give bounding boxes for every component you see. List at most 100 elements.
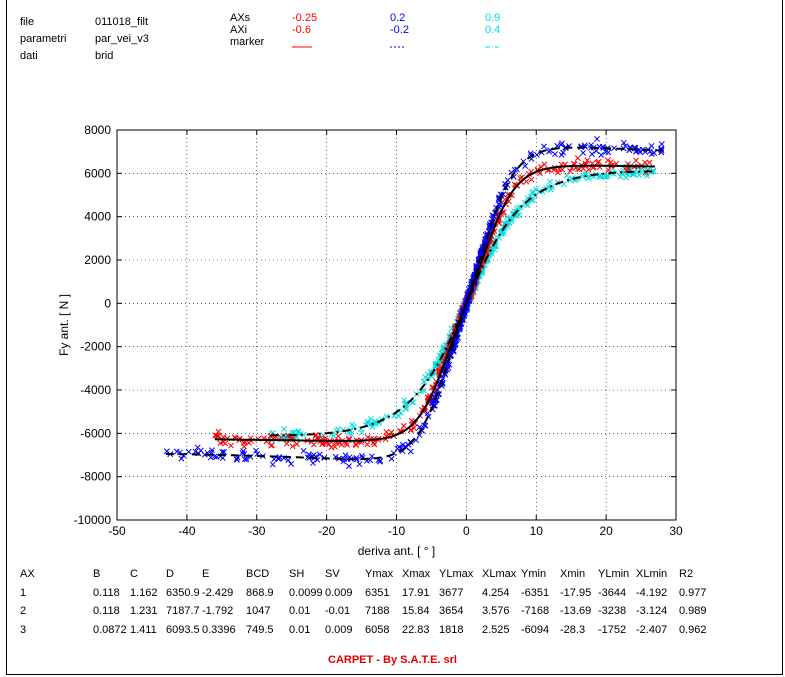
scatter-point [217,440,224,447]
table-cell: -6094 [521,624,550,636]
x-axis-label: deriva ant. [ ° ] [358,544,436,558]
y-tick-label: -8000 [80,470,111,484]
scatter-point [240,439,247,446]
table-header: Ymin [521,568,547,580]
scatter-point [589,151,595,158]
scatter-point [345,463,352,470]
fit-curves [165,146,663,461]
table-cell: 2 [20,605,27,617]
scatter-points [163,136,665,470]
footer-credit: CARPET - By S.A.T.E. srl [328,654,457,666]
table-cell: 3 [20,624,27,636]
scatter-point [364,418,371,425]
table-header: AX [20,568,35,580]
scatter-point [388,429,395,436]
scatter-point [285,457,292,464]
table-header: B [93,568,101,580]
scatter-point [420,378,427,385]
scatter-point [253,447,260,454]
table-cell: 0.118 [93,587,120,599]
table-header: Xmin [560,568,586,580]
scatter-point [604,157,611,164]
y-tick-label: 8000 [84,123,111,137]
table-cell: 1.162 [130,587,158,599]
scatter-point [312,431,319,438]
scatter-point [192,448,199,455]
scatter-point [541,143,547,150]
table-cell: -2.429 [202,587,234,599]
scatter-point [281,425,288,432]
scatter-point [364,434,371,441]
y-tick-label: 6000 [84,166,111,180]
table-cell: 7188 [365,605,390,617]
y-tick-label: 0 [104,296,111,310]
scatter-point [496,201,503,208]
file-label: file [20,16,35,28]
table-cell: 22.83 [402,624,430,636]
scatter-point [344,441,350,448]
table-header: SH [289,568,305,580]
scatter-point [352,441,359,448]
scatter-point [584,157,591,164]
table-cell: 749.5 [246,624,274,636]
scatter-point [533,186,540,193]
scatter-point [438,350,445,357]
table-cell: 1047 [246,605,271,617]
table-cell: 3.576 [482,605,510,617]
table-header: D [166,568,174,580]
table-cell: -17.95 [560,587,592,599]
scatter-point [522,163,529,169]
scatter-point [358,429,365,436]
scatter-point [358,452,365,459]
table-cell: -2.407 [636,624,668,636]
table-cell: -13.69 [560,605,592,617]
scatter-point [215,432,222,439]
table-cell: -7168 [521,605,550,617]
table-cell: 3677 [439,587,464,599]
scatter-point [648,142,655,149]
scatter-point [268,442,275,449]
scatter-point [372,420,379,427]
scatter-point [407,448,414,455]
scatter-point [233,456,240,463]
scatter-point [377,457,384,464]
scatter-point [421,422,427,429]
table-cell: 1.231 [130,605,158,617]
scatter-point [567,168,574,175]
axs-2: 0.2 [390,12,406,24]
fit-curve-3 [270,170,656,437]
scatter-point [554,169,561,176]
table-cell: 6058 [365,624,390,636]
table-cell: 0.01 [289,624,311,636]
scatter-point [372,418,379,425]
scatter-point [530,188,536,195]
scatter-point [574,155,581,162]
fit-curve-2 [165,146,663,461]
scatter-point [300,431,307,438]
scatter-point [568,175,575,182]
table-cell: 1818 [439,624,464,636]
scatter-point [401,397,408,404]
scatter-point [326,441,333,448]
scatter-point [548,186,555,193]
x-tick-label: 30 [669,524,683,538]
table-cell: 6351 [365,587,390,599]
scatter-point [424,410,431,417]
x-tick-label: 20 [599,524,613,538]
table-cell: -1.792 [202,605,234,617]
scatter-point [559,140,565,147]
table-cell: 0.0872 [93,624,127,636]
fit-curve-1 [214,164,655,442]
y-tick-label: -4000 [80,383,111,397]
scatter-point [622,143,629,150]
scatter-point [559,166,566,173]
table-cell: 1.411 [130,624,157,636]
table-cell: 868.9 [246,587,274,599]
scatter-point [163,448,170,455]
scatter-point [383,413,390,420]
y-tick-label: 4000 [84,210,111,224]
table-cell: 2.525 [482,624,510,636]
scatter-point [594,159,601,166]
table-header: Ymax [365,568,394,580]
fy-vs-deriva-chart: -50 -40 -30 -20 -10 0 10 20 30 -10000 -8000 -6000 -4… [57,123,683,558]
